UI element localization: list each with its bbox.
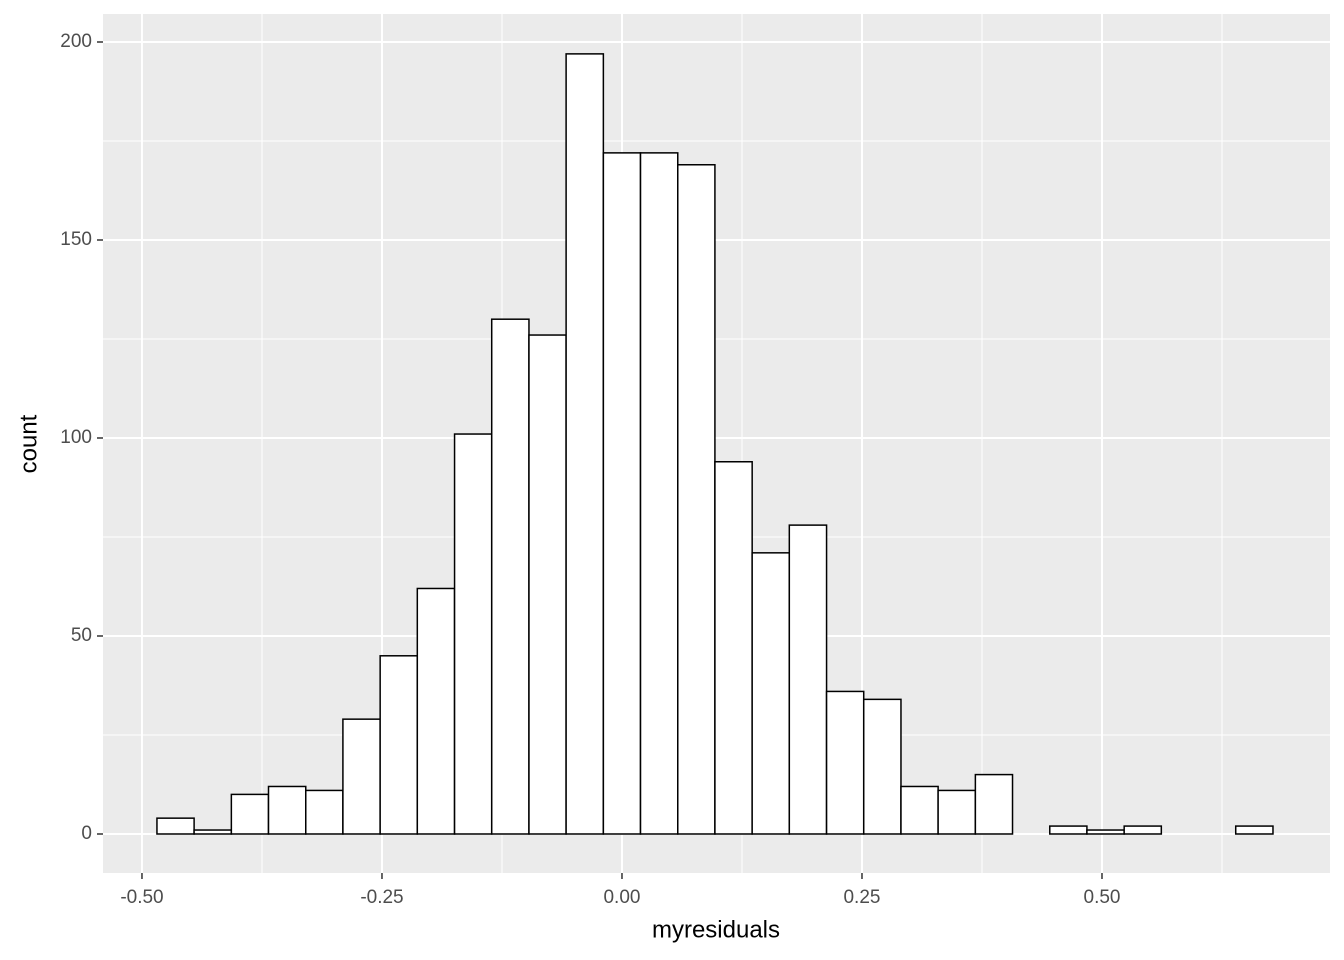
bar: [788, 524, 828, 835]
y-tick-label: 200: [60, 31, 92, 52]
bar: [565, 53, 605, 835]
x-axis-title: myresiduals: [652, 916, 780, 943]
y-tick-label: 100: [60, 427, 92, 448]
bar: [193, 829, 233, 835]
bar: [230, 793, 270, 835]
x-tick-label: 0.00: [603, 887, 640, 908]
bar: [1049, 825, 1088, 835]
bar: [862, 698, 902, 835]
bar: [342, 718, 381, 835]
bar: [528, 334, 567, 835]
bar: [937, 789, 977, 835]
bar: [1234, 825, 1274, 835]
bar: [453, 433, 493, 835]
bar: [974, 773, 1014, 835]
bar: [416, 587, 456, 835]
bar: [751, 552, 791, 835]
bar: [379, 655, 419, 835]
bar: [1123, 825, 1163, 835]
y-tick-label: 150: [60, 229, 92, 250]
bar: [677, 164, 716, 835]
bar: [900, 785, 939, 835]
bar: [490, 318, 530, 835]
x-tick-label: 0.50: [1084, 887, 1121, 908]
bar: [305, 789, 344, 835]
bar: [602, 152, 642, 835]
y-tick-label: 50: [71, 625, 92, 646]
y-axis-title: count: [15, 414, 42, 473]
bar: [825, 690, 865, 835]
x-tick-label: -0.25: [360, 887, 403, 908]
x-tick-label: -0.50: [120, 887, 163, 908]
bar: [1086, 829, 1125, 835]
x-tick-label: 0.25: [843, 887, 880, 908]
bar: [267, 785, 307, 835]
y-tick-label: 0: [81, 823, 92, 844]
bar: [714, 461, 753, 835]
bar: [639, 152, 679, 835]
bar: [156, 817, 195, 835]
